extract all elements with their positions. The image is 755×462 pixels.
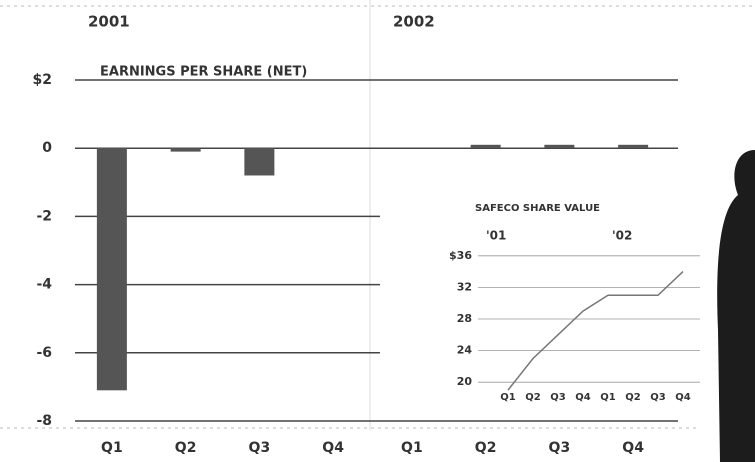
bar: [96, 148, 127, 391]
group-label: '01: [486, 229, 506, 243]
y-tick-label: -6: [36, 345, 52, 361]
x-tick-label: Q1: [600, 392, 616, 403]
group-label: '02: [612, 229, 632, 243]
x-tick-label: Q3: [249, 440, 271, 456]
y-tick-label: 24: [457, 344, 473, 357]
x-tick-label: Q1: [401, 440, 423, 456]
x-tick-label: Q3: [650, 392, 666, 403]
bar: [170, 148, 201, 152]
x-tick-label: Q1: [500, 392, 516, 403]
bar: [470, 144, 501, 149]
bar: [618, 144, 649, 149]
bar: [244, 148, 275, 176]
person-silhouette: [717, 150, 755, 462]
x-tick-label: Q2: [175, 440, 197, 456]
x-tick-label: Q4: [622, 440, 644, 456]
y-tick-label: 0: [42, 140, 52, 156]
x-tick-label: Q4: [675, 392, 691, 403]
x-tick-label: Q2: [475, 440, 497, 456]
y-tick-label: -8: [36, 413, 52, 429]
chart-title: SAFECO SHARE VALUE: [475, 203, 600, 214]
group-label: 2001: [88, 13, 130, 31]
x-tick-label: Q3: [550, 392, 566, 403]
line: [507, 271, 684, 391]
x-tick-label: Q3: [549, 440, 571, 456]
x-tick-label: Q1: [101, 440, 123, 456]
x-tick-label: Q2: [625, 392, 641, 403]
chart-title: EARNINGS PER SHARE (NET): [100, 65, 307, 80]
x-tick-label: Q4: [575, 392, 591, 403]
y-tick-label: 20: [457, 375, 473, 388]
y-tick-label: $2: [33, 72, 52, 88]
y-tick-label: 28: [457, 312, 472, 325]
y-tick-label: -2: [36, 208, 52, 224]
group-label: 2002: [393, 13, 435, 31]
x-tick-label: Q4: [322, 440, 344, 456]
y-tick-label: 32: [457, 280, 472, 293]
y-tick-label: $36: [449, 249, 472, 262]
x-tick-label: Q2: [525, 392, 541, 403]
bar: [544, 144, 575, 149]
y-tick-label: -4: [36, 277, 52, 293]
inset-background: [380, 195, 710, 415]
